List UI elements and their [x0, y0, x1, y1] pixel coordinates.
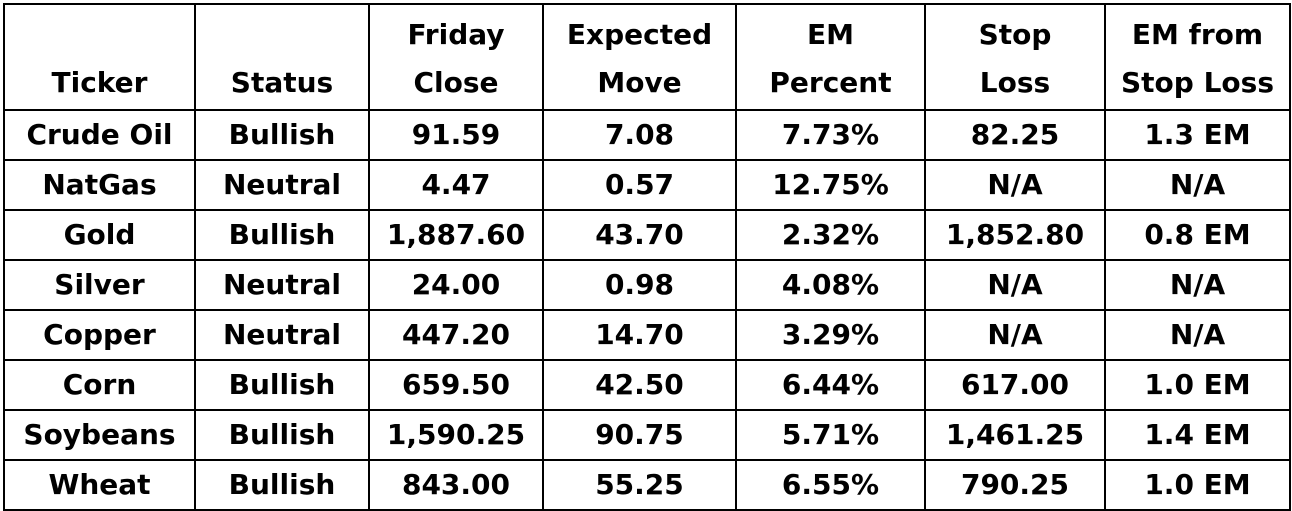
header-em-percent-line-1: EM: [807, 18, 854, 51]
cell-status: Bullish: [194, 459, 370, 511]
cell-stop-loss: N/A: [924, 159, 1106, 211]
header-friday-close: Friday Close: [368, 3, 544, 111]
table-row: Soybeans Bullish 1,590.25 90.75 5.71% 1,…: [3, 409, 1291, 461]
table-row: Silver Neutral 24.00 0.98 4.08% N/A N/A: [3, 259, 1291, 311]
header-em-from-stop-loss-line-1: EM from: [1131, 18, 1264, 51]
cell-expected-move: 7.08: [542, 109, 737, 161]
cell-em-from-stop-loss: 1.0 EM: [1104, 359, 1291, 411]
expected-move-table: Ticker Status Friday Close Expected Move…: [3, 3, 1291, 511]
table-body: Crude Oil Bullish 91.59 7.08 7.73% 82.25…: [3, 109, 1291, 511]
table-row: Crude Oil Bullish 91.59 7.08 7.73% 82.25…: [3, 109, 1291, 161]
cell-status: Neutral: [194, 159, 370, 211]
header-em-from-stop-loss-line-2: Stop Loss: [1121, 66, 1274, 99]
table-row: Gold Bullish 1,887.60 43.70 2.32% 1,852.…: [3, 209, 1291, 261]
cell-ticker: NatGas: [3, 159, 196, 211]
cell-friday-close: 659.50: [368, 359, 544, 411]
header-stop-loss-line-2: Loss: [979, 66, 1051, 99]
table-container: Ticker Status Friday Close Expected Move…: [3, 3, 1291, 511]
header-em-percent-line-2: Percent: [769, 66, 892, 99]
cell-em-from-stop-loss: N/A: [1104, 259, 1291, 311]
cell-expected-move: 0.57: [542, 159, 737, 211]
cell-ticker: Soybeans: [3, 409, 196, 461]
header-expected-move: Expected Move: [542, 3, 737, 111]
header-friday-close-line-1: Friday: [407, 18, 505, 51]
cell-friday-close: 91.59: [368, 109, 544, 161]
cell-em-percent: 6.44%: [735, 359, 926, 411]
cell-friday-close: 4.47: [368, 159, 544, 211]
cell-status: Bullish: [194, 209, 370, 261]
cell-stop-loss: N/A: [924, 259, 1106, 311]
cell-em-percent: 7.73%: [735, 109, 926, 161]
header-status: Status: [194, 3, 370, 111]
cell-em-percent: 3.29%: [735, 309, 926, 361]
cell-stop-loss: 1,461.25: [924, 409, 1106, 461]
cell-status: Bullish: [194, 109, 370, 161]
header-ticker-line-1: Ticker: [51, 66, 148, 99]
cell-friday-close: 1,887.60: [368, 209, 544, 261]
cell-expected-move: 43.70: [542, 209, 737, 261]
cell-ticker: Crude Oil: [3, 109, 196, 161]
header-row: Ticker Status Friday Close Expected Move…: [3, 3, 1291, 111]
cell-em-from-stop-loss: 1.4 EM: [1104, 409, 1291, 461]
cell-expected-move: 90.75: [542, 409, 737, 461]
header-expected-move-line-1: Expected: [566, 18, 713, 51]
cell-friday-close: 447.20: [368, 309, 544, 361]
cell-status: Neutral: [194, 309, 370, 361]
cell-ticker: Corn: [3, 359, 196, 411]
header-expected-move-line-2: Move: [597, 66, 682, 99]
cell-em-percent: 2.32%: [735, 209, 926, 261]
cell-friday-close: 1,590.25: [368, 409, 544, 461]
cell-stop-loss: 1,852.80: [924, 209, 1106, 261]
cell-stop-loss: 790.25: [924, 459, 1106, 511]
table-header: Ticker Status Friday Close Expected Move…: [3, 3, 1291, 111]
table-row: Corn Bullish 659.50 42.50 6.44% 617.00 1…: [3, 359, 1291, 411]
cell-friday-close: 24.00: [368, 259, 544, 311]
cell-ticker: Gold: [3, 209, 196, 261]
header-status-line-1: Status: [230, 66, 334, 99]
cell-em-from-stop-loss: 1.3 EM: [1104, 109, 1291, 161]
cell-expected-move: 0.98: [542, 259, 737, 311]
header-ticker: Ticker: [3, 3, 196, 111]
cell-em-from-stop-loss: N/A: [1104, 309, 1291, 361]
cell-ticker: Copper: [3, 309, 196, 361]
header-em-percent: EM Percent: [735, 3, 926, 111]
table-row: Wheat Bullish 843.00 55.25 6.55% 790.25 …: [3, 459, 1291, 511]
cell-em-from-stop-loss: 1.0 EM: [1104, 459, 1291, 511]
cell-em-percent: 4.08%: [735, 259, 926, 311]
cell-stop-loss: 617.00: [924, 359, 1106, 411]
header-friday-close-line-2: Close: [413, 66, 499, 99]
cell-stop-loss: N/A: [924, 309, 1106, 361]
cell-status: Neutral: [194, 259, 370, 311]
cell-status: Bullish: [194, 359, 370, 411]
cell-expected-move: 42.50: [542, 359, 737, 411]
cell-expected-move: 14.70: [542, 309, 737, 361]
cell-stop-loss: 82.25: [924, 109, 1106, 161]
header-stop-loss-line-1: Stop: [978, 18, 1052, 51]
cell-ticker: Wheat: [3, 459, 196, 511]
header-em-from-stop-loss: EM from Stop Loss: [1104, 3, 1291, 111]
cell-expected-move: 55.25: [542, 459, 737, 511]
table-row: Copper Neutral 447.20 14.70 3.29% N/A N/…: [3, 309, 1291, 361]
table-row: NatGas Neutral 4.47 0.57 12.75% N/A N/A: [3, 159, 1291, 211]
cell-em-percent: 5.71%: [735, 409, 926, 461]
cell-em-from-stop-loss: N/A: [1104, 159, 1291, 211]
cell-em-from-stop-loss: 0.8 EM: [1104, 209, 1291, 261]
cell-em-percent: 12.75%: [735, 159, 926, 211]
cell-em-percent: 6.55%: [735, 459, 926, 511]
cell-friday-close: 843.00: [368, 459, 544, 511]
header-stop-loss: Stop Loss: [924, 3, 1106, 111]
cell-status: Bullish: [194, 409, 370, 461]
cell-ticker: Silver: [3, 259, 196, 311]
